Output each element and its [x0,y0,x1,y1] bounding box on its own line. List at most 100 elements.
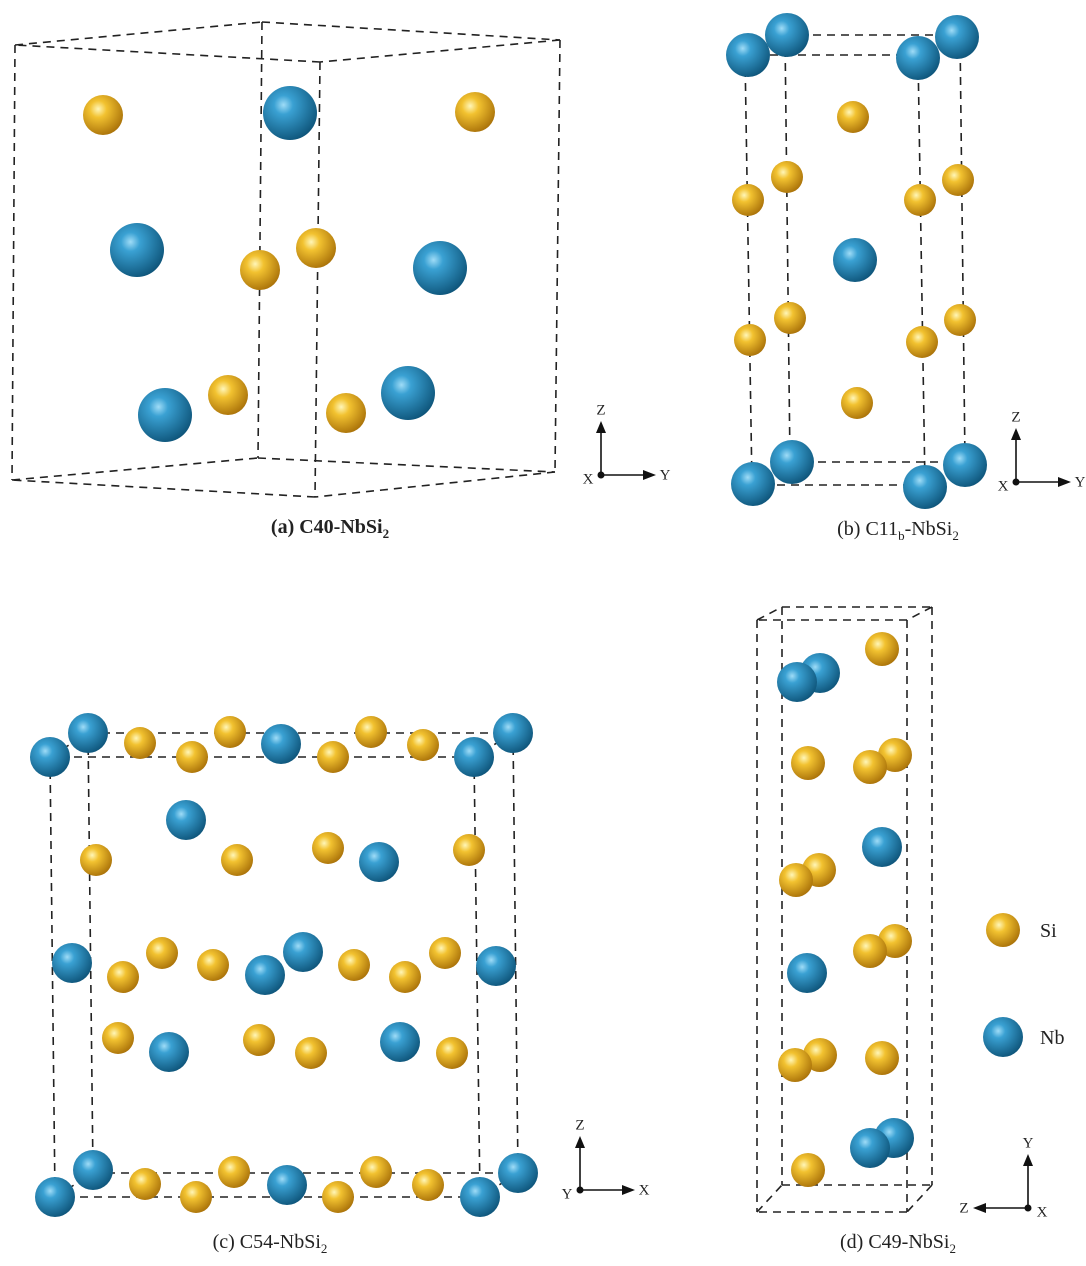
si-atom [944,304,976,336]
si-atom [778,1048,812,1082]
caption-subscript: 2 [321,1241,328,1256]
si-atom [841,387,873,419]
caption-subscript: 2 [949,1241,956,1256]
cell-edge [11,44,16,481]
cell-edge [11,479,316,498]
nb-atom [454,737,494,777]
si-atom [853,750,887,784]
legend-label: Nb [1040,1027,1064,1049]
si-atom [197,949,229,981]
arrow-head [1058,477,1071,487]
arrow-head [1023,1154,1033,1166]
caption-text: (b) C11 [837,518,898,540]
si-atom [412,1169,444,1201]
nb-atom [498,1153,538,1193]
si-atom [338,949,370,981]
si-atom [129,1168,161,1200]
si-atom [791,1153,825,1187]
cell-edge [314,471,556,498]
si-atom [322,1181,354,1213]
legend-label: Si [1040,920,1057,942]
cell-edge [49,756,56,1198]
nb-atom [726,33,770,77]
nb-atom [460,1177,500,1217]
caption-text: (d) C49-NbSi [840,1231,950,1253]
si-atom [455,92,495,132]
axis-label: Z [575,1117,584,1133]
unit-cell [11,21,561,498]
nb-atom [833,238,877,282]
caption-text: (c) C54-NbSi [213,1231,322,1253]
cell-edge [744,54,753,486]
cell-edge [512,732,519,1174]
cell-edge [906,1184,933,1213]
nb-atom [770,440,814,484]
si-atom [355,716,387,748]
nb-atom [261,724,301,764]
si-atom [865,1041,899,1075]
nb-atom [263,86,317,140]
structure-panel: Z Y X (b) C11b-NbSi2 [726,13,1086,543]
arrow-head [643,470,656,480]
cell-edge [257,457,556,473]
si-atom [986,913,1020,947]
arrow-head [1011,428,1021,440]
si-atom [837,101,869,133]
axis-label: X [998,478,1009,494]
si-atom [146,937,178,969]
axis-label: Z [596,402,605,418]
caption-subscript: b [898,528,905,543]
cell-edge [906,606,933,621]
axis-label: Z [959,1200,968,1216]
si-atom [453,834,485,866]
si-atom [429,937,461,969]
axis-label: Z [1011,409,1020,425]
si-atom [208,375,248,415]
si-atom [407,729,439,761]
cell-edge [11,457,259,481]
cell-edge [257,21,263,459]
caption-subscript: 2 [383,526,390,541]
nb-atom [731,462,775,506]
si-atom [296,228,336,268]
si-atom [124,727,156,759]
cell-edge [784,34,791,463]
nb-atom [493,713,533,753]
axis-label: X [583,471,594,487]
axis-triad: Z Y X [998,409,1086,494]
unit-cell [756,606,933,1213]
si-atom [734,324,766,356]
si-atom [791,746,825,780]
nb-atom [935,15,979,59]
si-atom [214,716,246,748]
nb-atom [68,713,108,753]
nb-atom [862,827,902,867]
si-atom [774,302,806,334]
axis-label: Y [562,1186,573,1202]
cell-edge [314,61,321,498]
arrow-head [596,421,606,433]
cell-edge [14,21,263,46]
cell-edge [261,21,561,41]
unit-cell [744,34,966,486]
nb-atom [777,662,817,702]
cell-edge [14,44,321,63]
nb-atom [380,1022,420,1062]
nb-atom [896,36,940,80]
si-atom [771,161,803,193]
nb-atom [149,1032,189,1072]
nb-atom [983,1017,1023,1057]
caption: (b) C11b-NbSi2 [837,518,959,543]
axis-label: Y [1023,1135,1034,1151]
si-atom [295,1037,327,1069]
caption-text: (a) C40-NbSi [271,516,383,538]
si-atom [180,1181,212,1213]
axis-origin [1024,1204,1032,1212]
si-atom [732,184,764,216]
nb-atom [73,1150,113,1190]
axis-triad: Z X Y [562,1117,650,1202]
si-atom [221,844,253,876]
si-atom [102,1022,134,1054]
si-atom [904,184,936,216]
